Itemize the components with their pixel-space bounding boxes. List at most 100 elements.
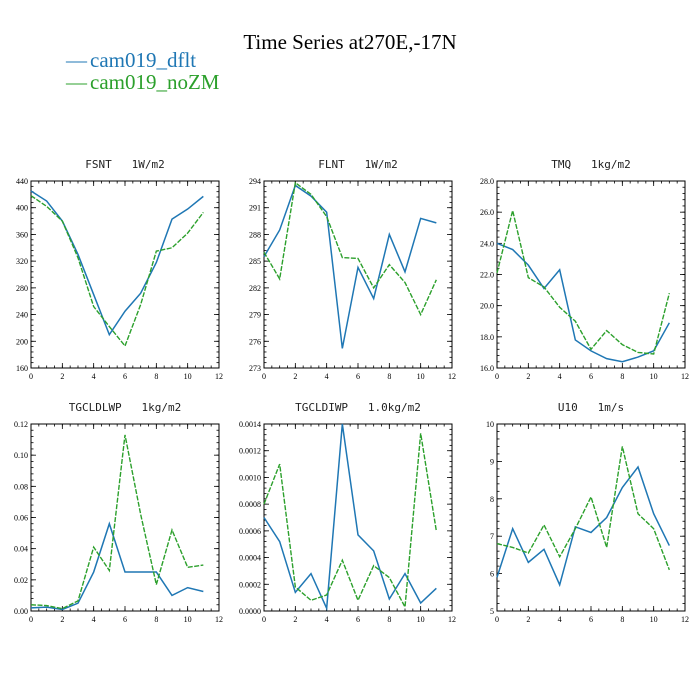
panel-6: U10 1m/s 0 2 4 6 8 10 12 5 6 7 8 9 10 xyxy=(486,401,689,624)
x-tick-label: 4 xyxy=(558,372,562,381)
y-tick-label: 291 xyxy=(249,204,261,213)
x-tick-label: 4 xyxy=(325,372,329,381)
series-line-dflt xyxy=(30,521,204,611)
panel-4: TGCLDLWP 1kg/m2 0 2 4 6 8 10 12 0.00 0.02 0.04 0.06… xyxy=(14,401,223,624)
x-tick-label: 8 xyxy=(387,372,391,381)
y-tick-label: 20.0 xyxy=(480,302,494,311)
x-tick-label: 2 xyxy=(293,372,297,381)
y-tick-label: 0.0004 xyxy=(239,554,261,563)
y-tick-label: 22.0 xyxy=(480,271,494,280)
x-tick-label: 8 xyxy=(154,615,158,624)
x-tick-label: 12 xyxy=(681,372,689,381)
y-tick-label: 282 xyxy=(249,284,261,293)
x-tick-label: 6 xyxy=(356,615,360,624)
y-tick-label: 200 xyxy=(16,337,28,346)
x-tick-label: 12 xyxy=(448,372,456,381)
y-tick-label: 0.02 xyxy=(14,576,28,585)
y-tick-label: 0.0010 xyxy=(239,473,261,482)
panel-3: TMQ 1kg/m2 0 2 4 6 8 10 12 16.0 18.0 20.0 22.0 24.0 2… xyxy=(480,158,689,381)
y-tick-label: 0.00 xyxy=(14,607,28,616)
y-tick-label: 26.0 xyxy=(480,208,494,217)
series-line-noZM xyxy=(30,195,204,348)
panel-title: FSNT 1W/m2 xyxy=(85,158,164,171)
plot-frame xyxy=(496,423,686,612)
x-tick-label: 2 xyxy=(60,615,64,624)
x-tick-label: 6 xyxy=(123,615,127,624)
series-line-dflt xyxy=(496,242,670,363)
y-tick-label: 24.0 xyxy=(480,239,494,248)
x-tick-label: 10 xyxy=(184,372,192,381)
x-tick-label: 10 xyxy=(650,615,658,624)
x-tick-label: 12 xyxy=(681,615,689,624)
x-tick-label: 10 xyxy=(184,615,192,624)
y-tick-label: 0.0014 xyxy=(239,420,261,429)
legend: — cam019_dflt — cam019_noZM xyxy=(65,48,220,94)
plot-frame xyxy=(30,180,220,369)
y-tick-label: 360 xyxy=(16,230,28,239)
y-tick-label: 28.0 xyxy=(480,177,494,186)
x-tick-label: 8 xyxy=(620,615,624,624)
y-tick-label: 16.0 xyxy=(480,364,494,373)
series-line-noZM xyxy=(30,434,204,610)
y-tick-label: 0.04 xyxy=(14,545,28,554)
x-tick-label: 0 xyxy=(495,615,499,624)
y-tick-label: 0.0008 xyxy=(239,500,261,509)
y-tick-label: 320 xyxy=(16,257,28,266)
x-tick-label: 12 xyxy=(215,372,223,381)
x-tick-label: 6 xyxy=(589,372,593,381)
series-line-noZM xyxy=(496,446,670,571)
legend-marker-dflt: — xyxy=(65,48,88,72)
x-tick-label: 2 xyxy=(60,372,64,381)
panel-title: TMQ 1kg/m2 xyxy=(551,158,630,171)
x-tick-label: 0 xyxy=(262,615,266,624)
panel-5: TGCLDIWP 1.0kg/m2 0 2 4 6 8 10 12 0.0000 0.0002 0.… xyxy=(239,401,456,624)
y-tick-label: 440 xyxy=(16,177,28,186)
x-tick-label: 6 xyxy=(589,615,593,624)
x-tick-label: 0 xyxy=(29,615,33,624)
y-tick-label: 0.0000 xyxy=(239,607,261,616)
x-tick-label: 12 xyxy=(215,615,223,624)
y-tick-label: 0.10 xyxy=(14,451,28,460)
series-line-noZM xyxy=(263,433,438,610)
y-tick-label: 0.0012 xyxy=(239,447,261,456)
y-tick-label: 10 xyxy=(486,420,494,429)
y-tick-label: 0.06 xyxy=(14,514,28,523)
y-tick-label: 294 xyxy=(249,177,261,186)
y-tick-label: 273 xyxy=(249,364,261,373)
y-tick-label: 240 xyxy=(16,311,28,320)
y-tick-label: 7 xyxy=(490,532,494,541)
x-tick-label: 0 xyxy=(495,372,499,381)
x-tick-label: 10 xyxy=(417,372,425,381)
plot-frame xyxy=(263,180,453,369)
chart-title: Time Series at270E,-17N xyxy=(243,30,456,54)
y-tick-label: 18.0 xyxy=(480,333,494,342)
x-tick-label: 2 xyxy=(293,615,297,624)
y-tick-label: 0.0002 xyxy=(239,580,261,589)
series-line-dflt xyxy=(30,190,204,337)
x-tick-label: 12 xyxy=(448,615,456,624)
x-tick-label: 4 xyxy=(325,615,329,624)
panels: FSNT 1W/m20 2 4 6 8 10 12160200240280320360400… xyxy=(14,158,689,624)
x-tick-label: 0 xyxy=(262,372,266,381)
series-line-dflt xyxy=(263,184,437,349)
panel-2: FLNT 1W/m2 0 2 4 6 8 10 12 273 276 279 282 285 288 291… xyxy=(249,158,456,381)
y-tick-label: 160 xyxy=(16,364,28,373)
series-line-noZM xyxy=(263,181,437,317)
legend-label-dflt: cam019_dflt xyxy=(90,48,196,72)
x-tick-label: 8 xyxy=(154,372,158,381)
y-tick-label: 0.0006 xyxy=(239,527,261,536)
series-line-noZM xyxy=(496,210,671,355)
y-tick-label: 279 xyxy=(249,311,261,320)
legend-marker-noZM: — xyxy=(65,70,88,94)
y-tick-label: 9 xyxy=(490,457,494,466)
y-tick-label: 0.08 xyxy=(14,482,28,491)
x-tick-label: 4 xyxy=(92,615,96,624)
x-tick-label: 4 xyxy=(92,372,96,381)
x-tick-label: 10 xyxy=(650,372,658,381)
plot-frame xyxy=(30,423,220,612)
panel-title: U10 1m/s xyxy=(558,401,624,414)
y-tick-label: 6 xyxy=(490,570,494,579)
x-tick-label: 4 xyxy=(558,615,562,624)
y-tick-label: 0.12 xyxy=(14,420,28,429)
